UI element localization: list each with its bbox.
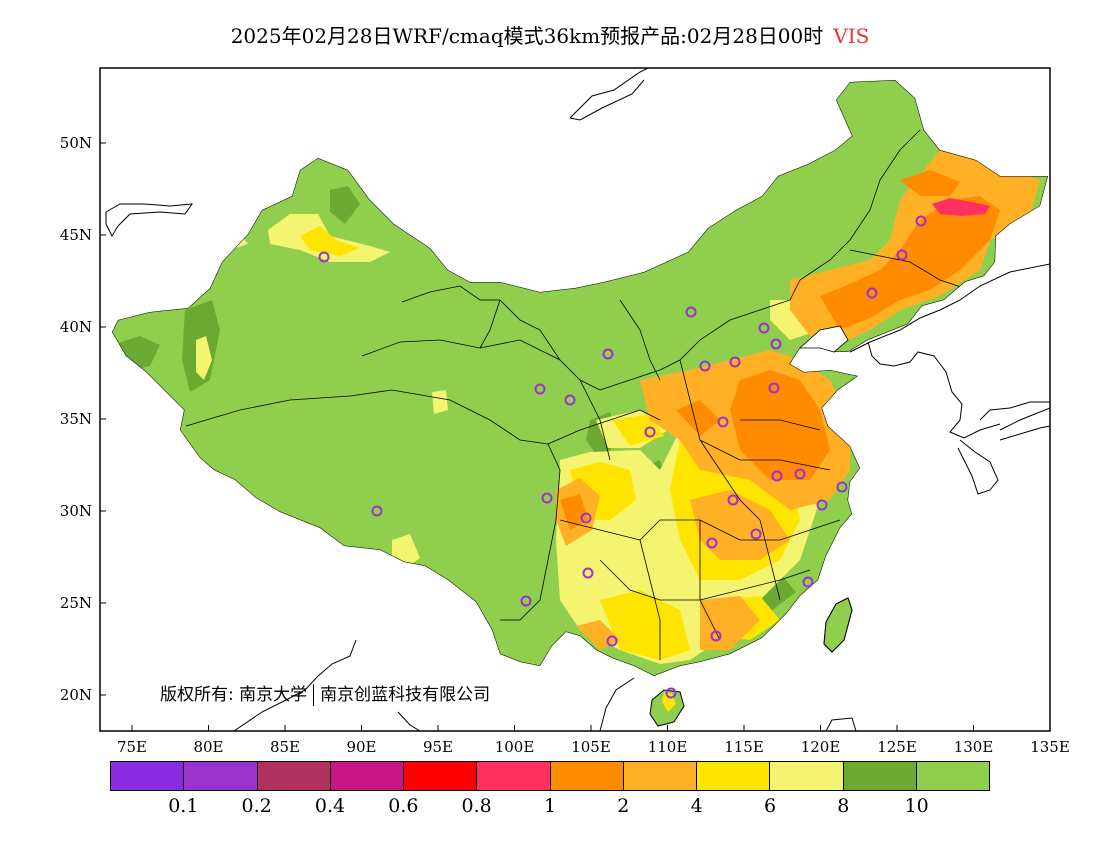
legend-tick-label: 0.2: [241, 795, 272, 817]
station-marker: [644, 426, 656, 438]
station-markers: [318, 215, 927, 699]
legend-tick-label: 1: [543, 795, 557, 817]
copyright-owner: 版权所有:: [160, 685, 234, 705]
station-marker: [602, 348, 614, 360]
station-marker: [710, 630, 722, 642]
station-marker: [758, 322, 770, 334]
lon-label: 85E: [270, 738, 300, 756]
copyright-separator: [313, 684, 315, 706]
station-marker: [771, 470, 783, 482]
station-marker: [802, 576, 814, 588]
legend-swatch: [697, 762, 771, 790]
legend-tick-label: 0.8: [461, 795, 492, 817]
lat-label: 40N: [60, 318, 92, 336]
legend-tick-label: 4: [690, 795, 703, 817]
legend-swatch: [550, 762, 624, 790]
station-marker: [768, 382, 780, 394]
station-marker: [816, 499, 828, 511]
lat-label: 20N: [60, 686, 92, 704]
variable-label: VIS: [833, 24, 870, 48]
station-marker: [699, 360, 711, 372]
plot-frame: [99, 67, 1051, 732]
legend-tick-label: 0.1: [168, 795, 199, 817]
station-marker: [770, 338, 782, 350]
legend-swatch: [404, 762, 478, 790]
lon-label: 110E: [648, 738, 688, 756]
station-marker: [541, 492, 553, 504]
station-marker: [371, 505, 383, 517]
station-marker: [582, 567, 594, 579]
longitude-axis: 75E 80E 85E 90E 95E 100E 105E 110E 115E 120E 125E 1…: [117, 725, 1070, 756]
legend-tick-label: 0.4: [314, 795, 346, 817]
station-marker: [685, 306, 697, 318]
color-legend: [110, 761, 990, 791]
legend-swatch: [477, 762, 551, 790]
legend-swatch: [623, 762, 697, 790]
legend-tick-label: 2: [617, 795, 630, 817]
title-text: 2025年02月28日WRF/cmaq模式36km预报产品:02月28日00时: [230, 24, 824, 48]
station-marker: [580, 512, 592, 524]
lat-label: 45N: [60, 226, 92, 244]
station-marker: [866, 287, 878, 299]
lon-label: 105E: [571, 738, 611, 756]
legend-tick-label: 6: [763, 795, 777, 817]
station-marker: [915, 215, 927, 227]
legend-tick-label: 0.6: [388, 795, 419, 817]
lat-label: 35N: [60, 410, 92, 428]
station-marker: [896, 249, 908, 261]
legend-swatch: [111, 762, 185, 790]
legend-swatch: [184, 762, 258, 790]
lon-label: 125E: [877, 738, 917, 756]
lon-label: 115E: [724, 738, 764, 756]
lon-label: 135E: [1030, 738, 1070, 756]
legend-tick-label: 8: [837, 795, 850, 817]
lon-label: 75E: [117, 738, 147, 756]
station-marker: [836, 481, 848, 493]
legend-swatch: [257, 762, 331, 790]
lon-label: 100E: [495, 738, 535, 756]
station-marker: [564, 394, 576, 406]
copyright-org2: 南京创蓝科技有限公司: [320, 685, 491, 705]
lon-label: 130E: [954, 738, 994, 756]
legend-swatch: [770, 762, 844, 790]
station-marker: [727, 494, 739, 506]
lon-label: 80E: [193, 738, 223, 756]
station-marker: [717, 416, 729, 428]
station-marker: [794, 468, 806, 480]
lon-label: 90E: [346, 738, 376, 756]
legend-tick-label: 10: [904, 795, 929, 817]
copyright-notice: 版权所有: 南京大学 南京创蓝科技有限公司: [160, 680, 490, 706]
station-marker: [318, 251, 330, 263]
lon-label: 95E: [423, 738, 453, 756]
station-marker: [665, 687, 677, 699]
province-boundaries: [185, 129, 971, 660]
legend-swatch: [843, 762, 917, 790]
station-marker: [750, 528, 762, 540]
latitude-axis: 50N 45N 40N 35N 30N 25N 20N: [60, 134, 106, 704]
station-marker: [729, 356, 741, 368]
station-marker: [520, 595, 532, 607]
lat-label: 25N: [60, 594, 92, 612]
legend-swatch: [330, 762, 404, 790]
station-marker: [534, 383, 546, 395]
lat-label: 30N: [60, 502, 92, 520]
coastline-outlines: [105, 68, 1050, 731]
lon-label: 120E: [801, 738, 841, 756]
station-marker: [706, 537, 718, 549]
map-title: 2025年02月28日WRF/cmaq模式36km预报产品:02月28日00时 V…: [0, 20, 1100, 49]
legend-swatch: [916, 762, 989, 790]
lat-label: 50N: [60, 134, 92, 152]
station-marker: [606, 635, 618, 647]
copyright-org1: 南京大学: [239, 685, 308, 705]
